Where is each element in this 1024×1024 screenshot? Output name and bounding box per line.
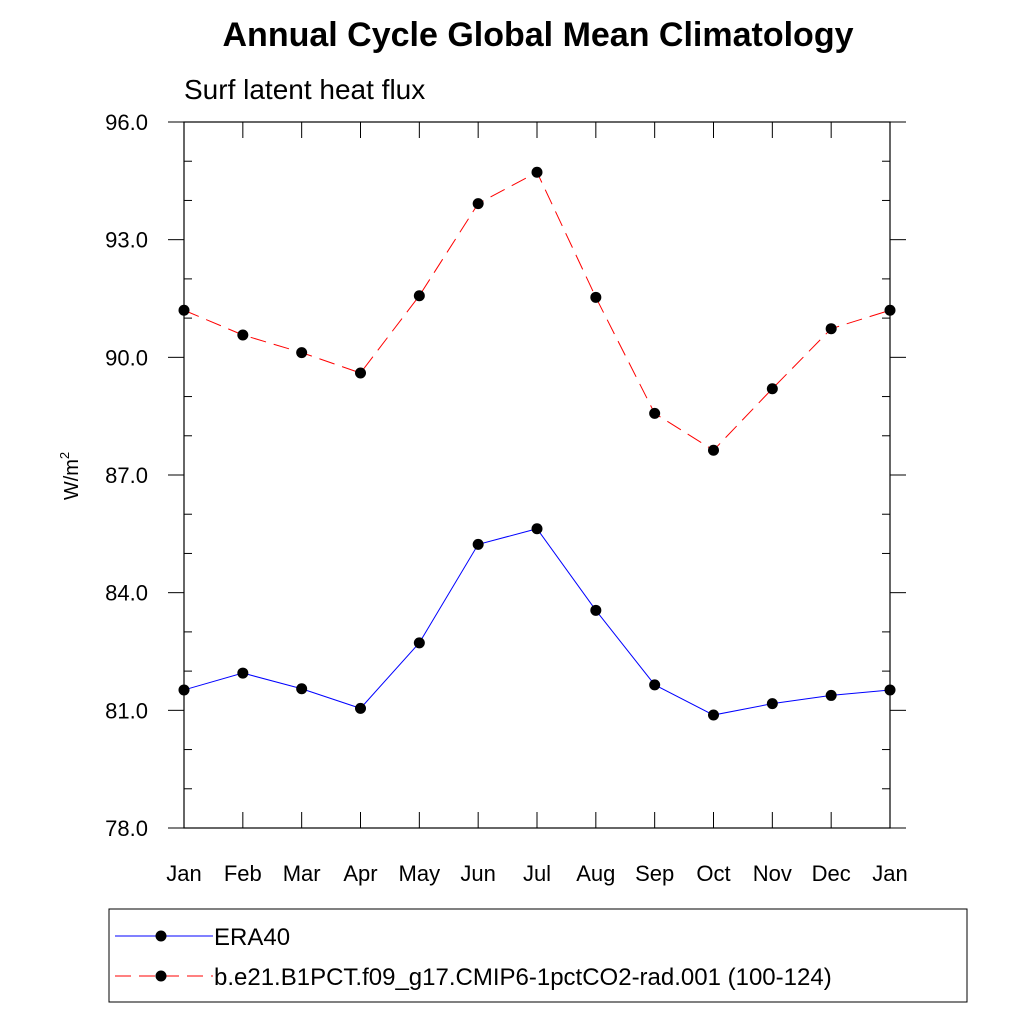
data-point xyxy=(531,523,543,535)
data-point xyxy=(590,291,602,303)
data-point xyxy=(884,684,896,696)
axis-ticks xyxy=(168,121,906,829)
x-tick-label: Jan xyxy=(166,861,201,886)
chart-title: Annual Cycle Global Mean Climatology xyxy=(223,16,854,54)
x-tick-label: Feb xyxy=(224,861,262,886)
data-point xyxy=(413,637,425,649)
data-point xyxy=(531,166,543,178)
y-tick-label: 81.0 xyxy=(105,698,148,723)
data-point xyxy=(237,329,249,341)
data-point xyxy=(825,323,837,335)
legend-box xyxy=(108,908,968,1003)
data-point xyxy=(884,304,896,316)
data-point xyxy=(355,367,366,379)
x-tick-label: Jan xyxy=(872,861,907,886)
x-tick-label: Oct xyxy=(696,861,730,886)
x-tick-label: Nov xyxy=(753,861,792,886)
y-tick-label: 93.0 xyxy=(105,228,148,253)
legend-label-era40: ERA40 xyxy=(214,924,290,951)
x-tick-label: Jul xyxy=(523,861,551,886)
x-tick-label: Dec xyxy=(812,861,851,886)
y-axis-label: W/m2 xyxy=(57,452,83,500)
legend-label-model: b.e21.B1PCT.f09_g17.CMIP6-1pctCO2-rad.00… xyxy=(214,964,832,991)
data-point xyxy=(708,709,719,721)
series-line-1 xyxy=(183,171,891,451)
x-tick-label: Aug xyxy=(576,861,615,886)
data-point xyxy=(649,407,661,419)
data-point xyxy=(766,698,778,710)
y-tick-label: 84.0 xyxy=(105,581,148,606)
data-point xyxy=(708,444,719,456)
data-point xyxy=(296,347,308,359)
data-point xyxy=(178,304,190,316)
data-point xyxy=(472,538,484,550)
x-tick-label: May xyxy=(399,861,441,886)
x-tick-labels: Jan Feb Mar Apr May Jun Jul Aug Sep Oct Nov Dec Jan xyxy=(166,861,907,886)
data-point xyxy=(472,198,484,210)
y-axis-label-superscript: 2 xyxy=(57,452,72,459)
x-tick-label: Sep xyxy=(635,861,674,886)
y-axis-label-main: W/m xyxy=(61,459,83,500)
plot-frame xyxy=(183,121,891,829)
y-tick-label: 78.0 xyxy=(105,816,148,841)
data-point xyxy=(590,604,602,616)
data-point xyxy=(413,290,425,302)
data-point xyxy=(355,702,366,714)
series-line-0 xyxy=(183,528,891,716)
legend-marker-era40 xyxy=(155,930,167,942)
y-tick-label: 87.0 xyxy=(105,463,148,488)
series-layer xyxy=(178,166,896,721)
x-tick-label: Jun xyxy=(460,861,495,886)
data-point xyxy=(766,383,778,395)
x-tick-label: Mar xyxy=(283,861,321,886)
y-tick-label: 96.0 xyxy=(105,110,148,135)
data-point xyxy=(825,689,837,701)
legend-marker-model xyxy=(155,970,167,982)
x-tick-label: Apr xyxy=(343,861,377,886)
data-point xyxy=(237,667,249,679)
y-tick-label: 90.0 xyxy=(105,345,148,370)
data-point xyxy=(178,684,190,696)
y-tick-labels: 78.0 81.0 84.0 87.0 90.0 93.0 96.0 xyxy=(105,110,148,841)
data-point xyxy=(649,679,661,691)
data-point xyxy=(296,683,308,695)
chart-subtitle: Surf latent heat flux xyxy=(184,74,425,105)
